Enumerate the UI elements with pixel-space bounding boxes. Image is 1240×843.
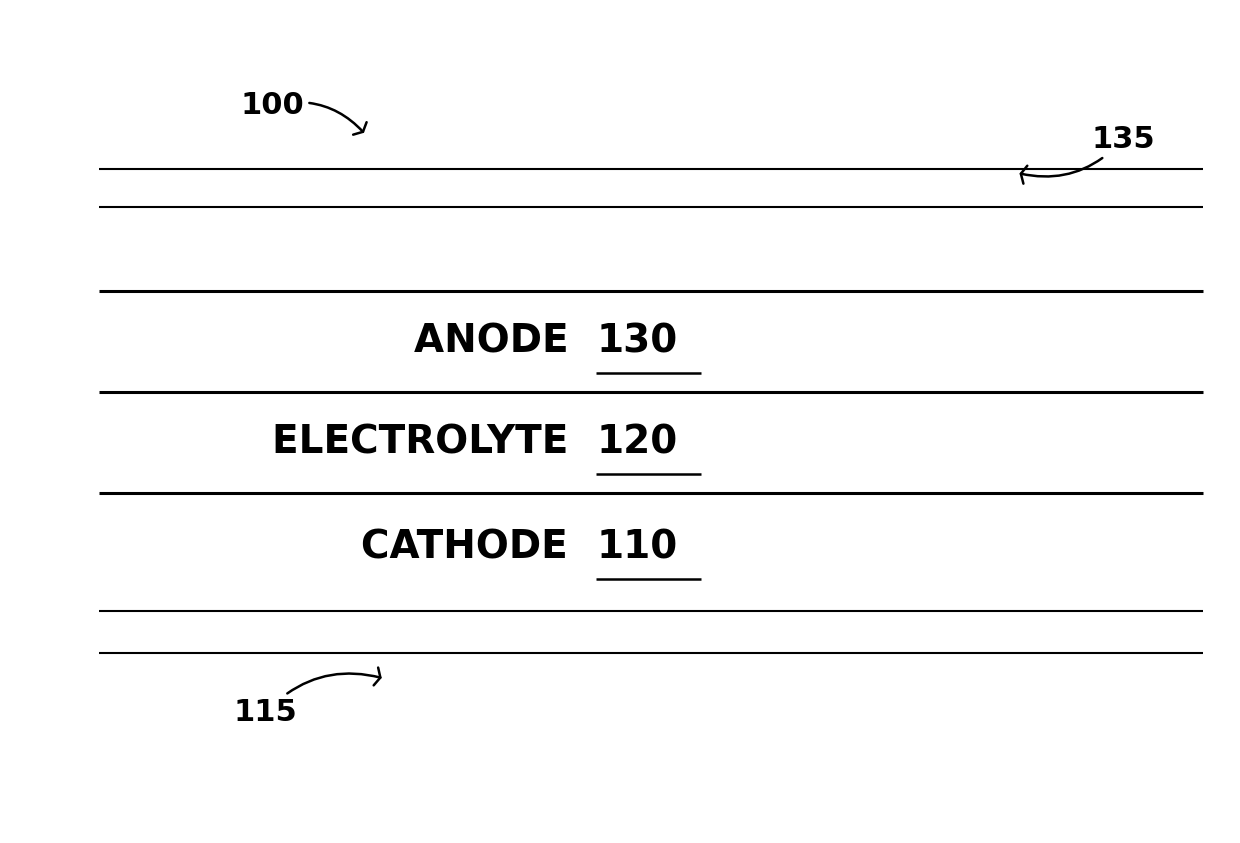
Text: ANODE: ANODE xyxy=(414,322,595,361)
Text: 130: 130 xyxy=(596,322,678,361)
Text: 135: 135 xyxy=(1021,125,1154,184)
Text: ELECTROLYTE: ELECTROLYTE xyxy=(272,423,595,462)
Text: CATHODE: CATHODE xyxy=(361,529,595,567)
Text: 100: 100 xyxy=(241,91,367,135)
Text: 120: 120 xyxy=(596,423,678,462)
Text: 115: 115 xyxy=(234,668,381,727)
Text: 110: 110 xyxy=(596,529,678,567)
